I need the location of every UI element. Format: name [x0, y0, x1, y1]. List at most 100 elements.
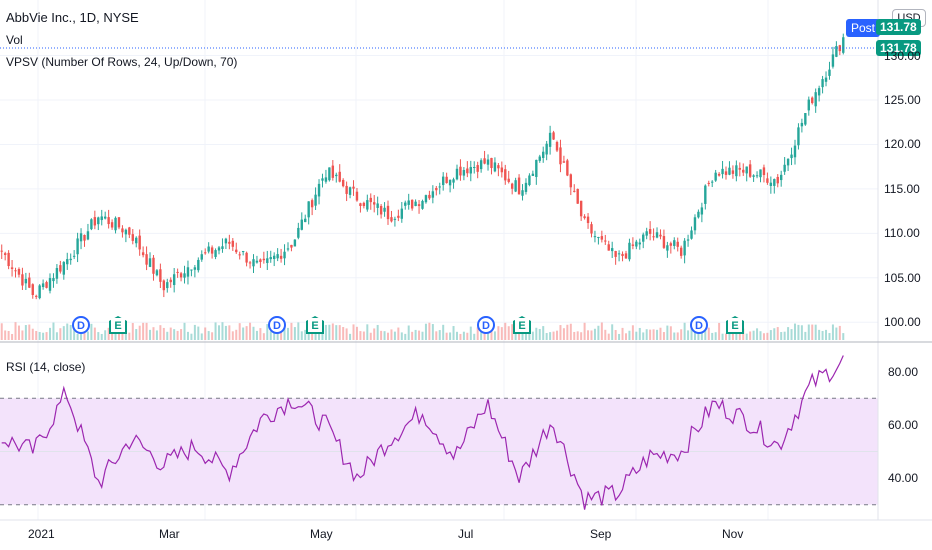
volume-bar	[380, 330, 383, 340]
volume-bar	[235, 329, 238, 340]
vpsv-legend[interactable]: VPSV (Number Of Rows, 24, Up/Down, 70)	[6, 55, 238, 69]
volume-bar	[607, 333, 610, 340]
candle-body	[28, 277, 31, 288]
volume-bar	[704, 324, 707, 340]
candle-body	[793, 145, 797, 158]
candle-body	[117, 217, 121, 228]
candle-body	[559, 147, 562, 165]
candle-body	[610, 248, 614, 252]
candle-body	[628, 242, 631, 260]
candle-body	[762, 167, 766, 176]
candle-body	[331, 165, 335, 178]
candle-body	[493, 162, 497, 172]
volume-bar	[721, 333, 724, 340]
volume-bar	[221, 322, 224, 340]
volume-bar	[466, 332, 469, 340]
candle-body	[573, 190, 576, 192]
candle-body	[504, 169, 507, 181]
volume-bar	[311, 329, 314, 340]
volume-bar	[62, 326, 65, 340]
price-tick-label: 115.00	[884, 181, 920, 196]
volume-bar	[431, 324, 434, 340]
candle-body	[824, 77, 828, 82]
volume-bar	[552, 331, 555, 340]
volume-bar	[286, 327, 289, 340]
dividend-marker[interactable]: D	[268, 316, 286, 334]
candle-body	[152, 257, 155, 274]
candle-body	[390, 217, 393, 222]
candle-body	[683, 240, 686, 256]
rsi-legend[interactable]: RSI (14, close)	[6, 360, 86, 374]
candle-body	[459, 166, 462, 176]
volume-bar	[93, 327, 96, 340]
candle-body	[24, 278, 28, 284]
candle-body	[217, 247, 221, 251]
earnings-marker[interactable]: E	[726, 316, 744, 334]
earnings-marker[interactable]: E	[306, 316, 324, 334]
volume-bar	[49, 327, 52, 340]
candle-body	[817, 88, 821, 96]
volume-bar	[749, 331, 752, 340]
candle-body	[790, 154, 793, 159]
volume-bar	[176, 330, 179, 340]
volume-bar	[476, 327, 479, 340]
volume-bar	[635, 331, 638, 340]
volume-bar	[173, 329, 176, 340]
candle-body	[528, 175, 531, 186]
volume-bar	[169, 327, 172, 340]
rsi-line	[1, 355, 844, 510]
candle-body	[352, 186, 355, 189]
candle-body	[162, 280, 166, 291]
volume-bar	[769, 330, 772, 340]
volume-bar	[224, 325, 227, 340]
candle-body	[300, 219, 303, 230]
volume-bar	[597, 325, 600, 340]
volume-bar	[756, 328, 759, 340]
candle-body	[755, 175, 759, 177]
symbol-legend[interactable]: AbbVie Inc., 1D, NYSE	[6, 10, 139, 25]
volume-bar	[680, 329, 683, 340]
candle-body	[631, 244, 635, 246]
candle-body	[659, 234, 662, 237]
volume-bar	[776, 327, 779, 340]
candle-body	[207, 246, 210, 252]
candle-body	[417, 204, 421, 207]
candle-body	[752, 175, 755, 177]
volume-bar	[300, 331, 303, 340]
candle-body	[483, 158, 486, 164]
volume-bar	[645, 329, 648, 340]
candle-body	[155, 270, 159, 276]
candle-body	[748, 164, 752, 177]
volume-bar	[614, 330, 617, 340]
volume-bar	[138, 325, 141, 340]
dividend-marker[interactable]: D	[477, 316, 495, 334]
candle-body	[355, 191, 359, 201]
earnings-marker[interactable]: E	[513, 316, 531, 334]
earnings-marker[interactable]: E	[109, 316, 127, 334]
volume-legend[interactable]: Vol	[6, 33, 23, 47]
candle-body	[531, 173, 535, 176]
volume-bar	[487, 331, 490, 340]
volume-bar	[328, 324, 331, 340]
dividend-marker[interactable]: D	[690, 316, 708, 334]
candle-body	[159, 269, 162, 282]
candle-body	[497, 165, 500, 169]
candle-body	[552, 132, 555, 140]
candle-body	[507, 178, 510, 182]
volume-bar	[687, 330, 690, 340]
volume-bar	[366, 324, 369, 340]
price-tick-label: 105.00	[884, 270, 921, 285]
dividend-marker[interactable]: D	[72, 316, 90, 334]
candle-body	[231, 240, 235, 247]
volume-bar	[462, 331, 465, 340]
candle-body	[621, 253, 624, 257]
volume-bar	[556, 330, 559, 340]
volume-bar	[135, 329, 138, 340]
candle-body	[814, 92, 817, 107]
candle-body	[414, 201, 417, 207]
volume-bar	[55, 332, 58, 340]
candle-body	[645, 231, 648, 236]
candle-body	[562, 161, 566, 163]
volume-bar	[800, 325, 803, 340]
